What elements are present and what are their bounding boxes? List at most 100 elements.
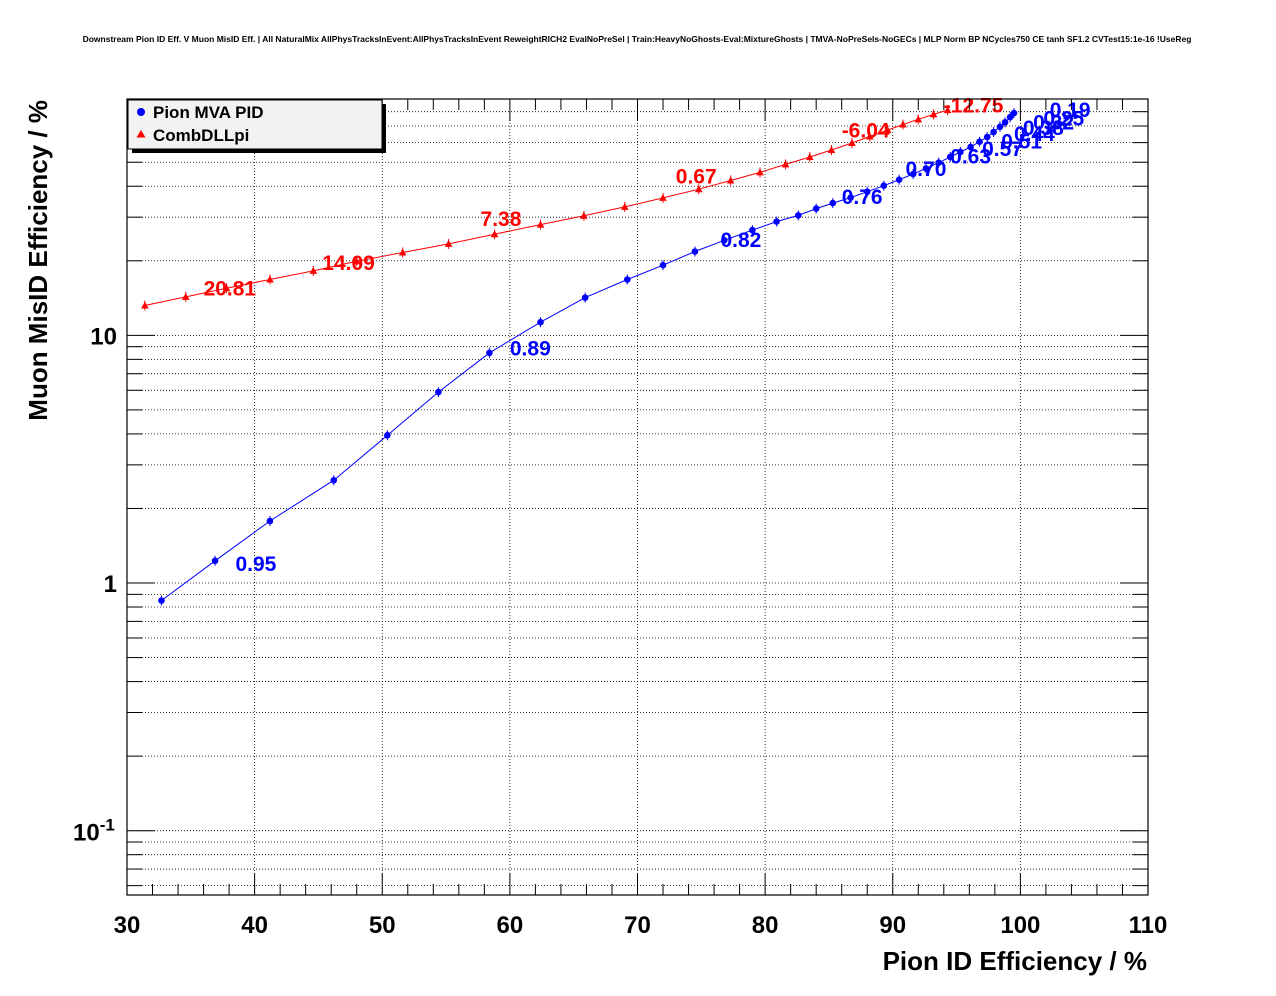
data-point (620, 202, 629, 210)
data-point (865, 132, 874, 140)
series-line-1 (144, 109, 948, 306)
data-point (883, 126, 892, 134)
data-point (914, 115, 923, 123)
data-point (537, 318, 544, 326)
data-point (899, 120, 907, 128)
data-point (909, 170, 917, 178)
data-point (929, 110, 938, 118)
data-point (880, 182, 888, 189)
data-point (827, 146, 836, 154)
data-point (384, 431, 391, 439)
point-label: 0.57 (982, 138, 1023, 161)
data-point (976, 138, 983, 146)
data-point (309, 266, 318, 274)
data-point (720, 236, 728, 244)
data-point (990, 128, 997, 136)
point-label: 20.81 (204, 277, 257, 300)
data-point (580, 211, 588, 219)
data-point (490, 230, 499, 238)
data-point (141, 301, 149, 309)
data-point (222, 284, 231, 292)
point-label: 0.38 (1023, 117, 1064, 140)
x-tick-label: 70 (624, 912, 651, 939)
point-label: 0.25 (1043, 107, 1084, 130)
chart-title: Downstream Pion ID Eff. V Muon MisID Eff… (83, 34, 1192, 44)
x-tick-label: 50 (369, 912, 396, 939)
legend: Pion MVA PID CombDLLpi (127, 99, 386, 153)
point-label: 14.09 (322, 252, 375, 275)
data-point (1001, 118, 1009, 126)
plot-frame (126, 98, 1149, 896)
data-point (398, 248, 407, 256)
x-tick-label: 100 (1000, 912, 1040, 939)
data-point (935, 159, 942, 166)
y-tick-label: 1 (104, 571, 117, 598)
data-point (211, 557, 219, 565)
x-tick-label: 110 (1129, 912, 1168, 939)
data-point (435, 388, 442, 396)
legend-label-pion-mva-pid: Pion MVA PID (153, 103, 264, 122)
point-label: 0.67 (676, 165, 717, 188)
grid-layer (126, 98, 1149, 895)
point-label: 0.44 (1014, 123, 1055, 146)
data-point (847, 194, 854, 201)
data-point (266, 517, 274, 525)
data-point (158, 597, 165, 604)
data-point (795, 212, 802, 219)
data-point (983, 133, 991, 141)
point-labels: 0.95 0.89 0.82 0.76 0.700.630.570.510.440.38… (204, 94, 1091, 575)
data-point (659, 261, 667, 269)
data-point (812, 205, 820, 212)
y-tick-label: 10 (90, 323, 117, 350)
data-point (848, 138, 856, 146)
data-point (863, 188, 871, 196)
data-point (659, 193, 667, 201)
data-point (330, 476, 338, 484)
data-point (726, 176, 735, 184)
x-axis-title: Pion ID Efficiency / % (883, 946, 1147, 976)
data-point (946, 153, 954, 161)
data-point (922, 165, 930, 172)
legend-marker-combdllpi (136, 130, 146, 138)
data-point (581, 294, 589, 301)
point-label: 0.51 (1001, 131, 1042, 154)
legend-box (127, 99, 383, 150)
legend-label-combdllpi: CombDLLpi (153, 126, 249, 145)
point-label: 0.63 (950, 145, 991, 168)
data-point (943, 106, 952, 114)
data-point (829, 199, 837, 207)
data-point (444, 239, 453, 247)
point-label: -6.04 (842, 119, 890, 142)
series-markers (141, 105, 1018, 606)
point-label: 7.38 (481, 208, 522, 231)
data-point (996, 123, 1004, 131)
x-tick-label: 40 (241, 912, 268, 939)
data-point (1006, 113, 1014, 121)
point-label: 0.19 (1050, 99, 1091, 122)
data-point (1010, 109, 1018, 117)
data-point (957, 148, 964, 156)
point-label: -12.75 (944, 94, 1004, 117)
data-point (895, 176, 903, 184)
point-label: 0.95 (235, 553, 276, 576)
data-point (181, 292, 190, 300)
data-point (805, 152, 814, 160)
data-point (756, 168, 764, 176)
x-tick-label: 60 (497, 912, 524, 939)
y-tick-label: 10-1 (73, 816, 115, 847)
data-point (773, 218, 780, 225)
data-point (967, 143, 974, 151)
data-point (781, 160, 790, 168)
data-point (266, 275, 274, 283)
point-label: 0.89 (510, 337, 551, 360)
point-label: 0.82 (720, 229, 761, 252)
data-point (694, 185, 703, 193)
legend-marker-pion-mva-pid (137, 108, 145, 116)
data-point (691, 248, 699, 255)
point-label: 0.70 (906, 158, 947, 181)
data-point (536, 220, 545, 228)
data-point (623, 276, 631, 283)
